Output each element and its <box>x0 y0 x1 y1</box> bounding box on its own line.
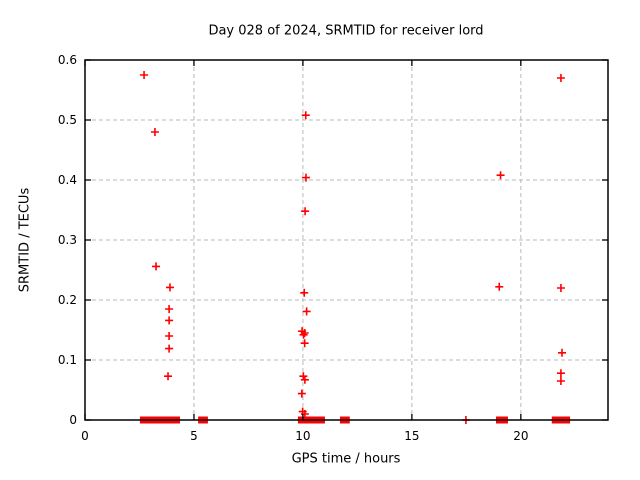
y-axis-label: SRMTID / TECUs <box>17 187 33 293</box>
y-tick-label: 0.2 <box>58 293 77 307</box>
x-tick-label: 5 <box>190 429 198 443</box>
data-point-marker <box>556 369 565 378</box>
data-point-marker <box>165 344 174 353</box>
data-point-marker <box>164 372 173 381</box>
chart-title: Day 028 of 2024, SRMTID for receiver lor… <box>208 23 484 39</box>
data-point-marker <box>556 377 565 385</box>
y-tick-label: 0.1 <box>58 353 77 367</box>
data-point-marker <box>556 284 565 292</box>
data-point-marker <box>165 305 174 313</box>
data-point-marker <box>165 283 174 292</box>
data-point-marker <box>301 207 310 216</box>
data-point-marker <box>302 307 311 316</box>
data-point-marker <box>150 128 159 136</box>
data-point-marker <box>300 288 309 297</box>
data-point-marker <box>300 410 309 418</box>
data-point-marker <box>165 332 174 340</box>
x-tick-label: 15 <box>404 429 419 443</box>
data-point-marker <box>300 329 309 337</box>
x-tick-label: 0 <box>81 429 89 443</box>
data-point-marker <box>556 74 565 82</box>
data-point-marker <box>165 316 174 325</box>
data-point-marker <box>496 171 505 180</box>
data-point-marker <box>140 71 149 79</box>
y-tick-label: 0.5 <box>58 113 77 127</box>
y-tick-label: 0.3 <box>58 233 77 247</box>
x-tick-label: 10 <box>295 429 310 443</box>
data-point-marker <box>297 389 306 398</box>
y-tick-label: 0.4 <box>58 173 77 187</box>
y-tick-label: 0.6 <box>58 53 77 67</box>
data-point-marker <box>300 339 309 348</box>
data-point-marker <box>495 282 504 291</box>
x-axis-label: GPS time / hours <box>291 451 401 467</box>
data-point-marker <box>152 262 161 271</box>
data-point-marker <box>301 173 310 182</box>
data-point-marker <box>299 330 308 339</box>
y-tick-label: 0 <box>69 413 77 427</box>
data-point-marker <box>301 111 310 120</box>
data-point-marker <box>300 375 309 384</box>
data-point-marker <box>558 348 567 357</box>
x-tick-label: 20 <box>513 429 528 443</box>
data-point-marker <box>299 372 308 381</box>
